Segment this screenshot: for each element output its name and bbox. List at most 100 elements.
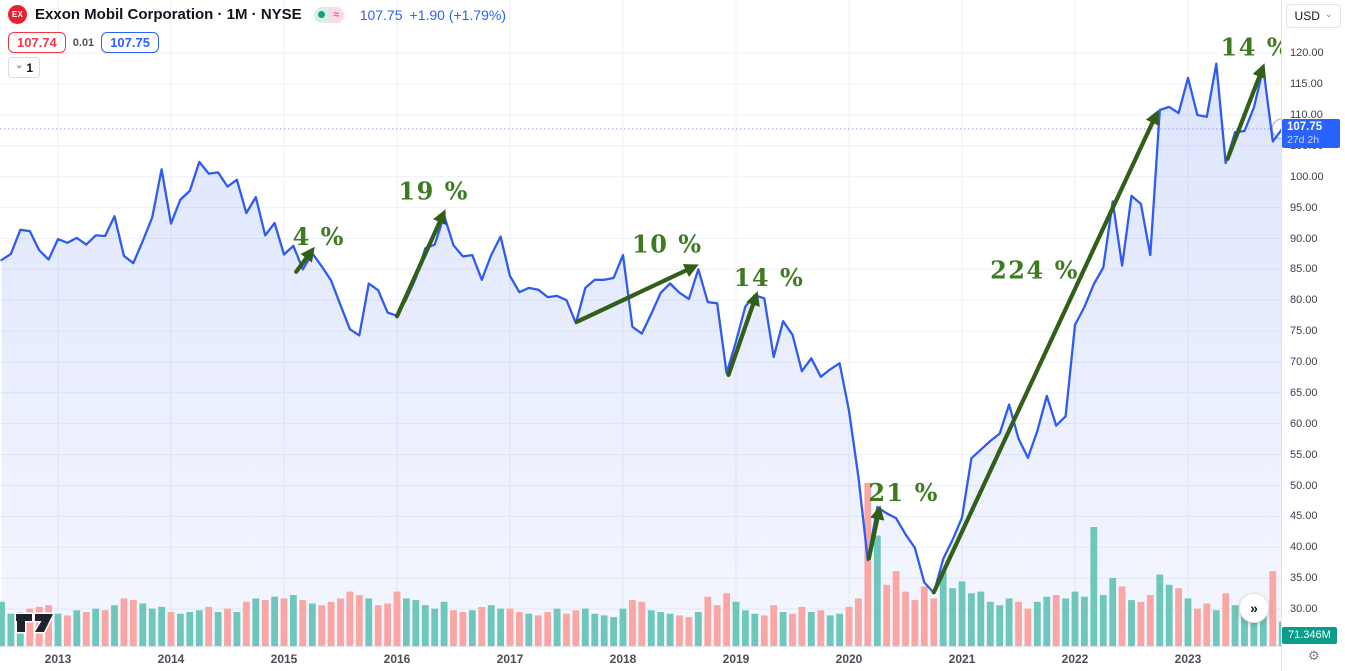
trend-arrow[interactable] (394, 209, 447, 319)
time-tick: 2019 (722, 652, 750, 666)
price-tick: 65.00 (1290, 386, 1318, 399)
volume-bar (450, 610, 457, 646)
volume-bar (1259, 608, 1267, 646)
price-tick: 95.00 (1290, 201, 1318, 214)
volume-bar (1212, 610, 1220, 646)
time-axis[interactable]: 2013 2014 2015 2016 2017 2018 2019 2020 2021 2022… (0, 646, 1345, 671)
volume-bar (308, 603, 316, 646)
trend-arrow[interactable] (574, 264, 699, 324)
price-tick: 30.00 (1290, 603, 1318, 615)
volume-bar (911, 600, 919, 646)
volume-bar (365, 598, 373, 646)
volume-bar (431, 608, 439, 646)
volume-bar (346, 591, 354, 646)
percent-label[interactable]: 21 % (868, 478, 939, 507)
volume-bar (930, 598, 938, 646)
volume-bar (0, 601, 5, 646)
sell-button[interactable]: 107.74 (8, 32, 66, 53)
price-scale-settings-gear-icon[interactable]: ⚙ (1308, 648, 1320, 663)
volume-bar (139, 603, 147, 646)
symbol-title[interactable]: Exxon Mobil Corporation · 1M · NYSE (35, 6, 302, 23)
volume-bar (855, 598, 862, 646)
symbol-logo-icon[interactable]: EX (8, 5, 27, 24)
volume-bar (742, 610, 749, 646)
bar-count-control[interactable]: ⌄ 1 (8, 57, 40, 78)
volume-bar (64, 615, 71, 646)
volume-bar (864, 482, 872, 646)
percent-label[interactable]: 10 % (632, 230, 703, 259)
price-tick: 90.00 (1290, 232, 1318, 245)
volume-bar (704, 596, 712, 646)
price-line[interactable] (0, 62, 1283, 595)
time-tick: 2017 (496, 652, 524, 666)
buy-button[interactable]: 107.75 (101, 32, 159, 53)
volume-bar (393, 591, 401, 646)
volume-bar (167, 612, 175, 646)
restore-pane-button[interactable]: » (1239, 593, 1269, 623)
volume-bar (920, 586, 928, 646)
percent-label[interactable]: 4 % (293, 222, 345, 251)
volume-bar (770, 605, 778, 646)
volume-bar (374, 605, 382, 646)
volume-bar (205, 606, 213, 646)
trend-arrow[interactable] (931, 109, 1159, 595)
volume-bar (1269, 571, 1277, 646)
volume-bar (1241, 612, 1248, 646)
volume-bar (280, 598, 288, 646)
tradingview-logo-icon[interactable] (14, 608, 56, 640)
volume-bar (214, 612, 222, 646)
current-price-value: 107.75 (1287, 120, 1323, 133)
volume-bar (544, 612, 552, 646)
volume-bar (732, 601, 740, 646)
time-tick: 2020 (835, 652, 863, 666)
volume-bar (629, 600, 636, 646)
volume-bar (968, 593, 975, 646)
price-tick: 80.00 (1290, 294, 1318, 307)
volume-bar (958, 581, 966, 646)
market-open-dot-icon[interactable] (313, 6, 329, 23)
price-tick: 50.00 (1290, 479, 1318, 492)
trend-arrow[interactable] (294, 246, 315, 274)
volume-bar (713, 605, 721, 646)
trend-arrow[interactable] (866, 505, 885, 561)
volume-bar (148, 608, 156, 646)
spread-value: 0.01 (72, 36, 95, 49)
bid-ask-row: 107.74 0.01 107.75 (8, 32, 159, 53)
market-status-badges: ≈ (313, 6, 344, 23)
percent-label[interactable]: 14 % (1221, 33, 1292, 62)
volume-bar (572, 610, 580, 646)
volume-bar (610, 617, 617, 646)
volume-bar (1128, 600, 1135, 646)
volume-bar (101, 610, 109, 646)
volume-bar (977, 591, 985, 646)
volume-bar (619, 608, 627, 646)
volume-bar (1090, 527, 1098, 646)
volume-bar (327, 601, 335, 646)
percent-label[interactable]: 19 % (398, 176, 469, 205)
time-tick: 2016 (383, 652, 411, 666)
bar-countdown: 27d 2h (1287, 133, 1320, 146)
volume-bar (1194, 608, 1201, 646)
delayed-data-icon[interactable]: ≈ (328, 6, 344, 23)
volume-bar (902, 591, 909, 646)
time-tick: 2013 (44, 652, 72, 666)
trend-arrow[interactable] (1225, 63, 1266, 161)
volume-bar (299, 600, 307, 646)
volume-bar (779, 612, 787, 646)
volume-bar (26, 608, 34, 646)
volume-bar (468, 610, 476, 646)
trend-arrow[interactable] (726, 291, 760, 377)
price-tick: 40.00 (1290, 541, 1318, 554)
price-tick: 60.00 (1290, 417, 1318, 430)
percent-label[interactable]: 224 % (990, 256, 1079, 285)
currency-selector[interactable]: USD ⌄ (1286, 4, 1341, 28)
volume-bar (1184, 598, 1192, 646)
percent-label[interactable]: 14 % (734, 263, 805, 292)
volume-bar (581, 608, 589, 646)
volume-bar (591, 613, 599, 646)
volume-bar (1118, 586, 1126, 646)
volume-bar (1043, 596, 1051, 646)
price-axis[interactable]: USD ⌄ 120.00115.00110.00105.00100.0095.0… (1281, 0, 1345, 671)
